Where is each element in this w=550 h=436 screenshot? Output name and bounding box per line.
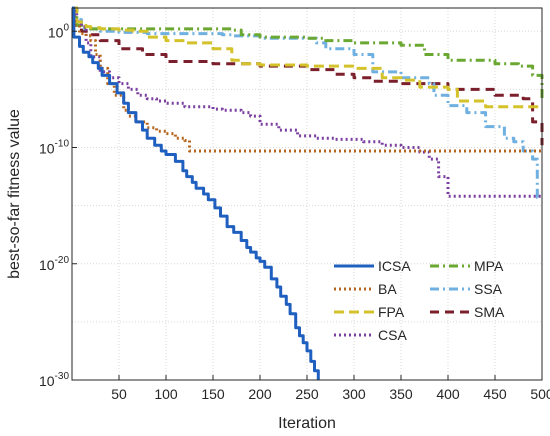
legend: ICSA BA FPA CSA MPA SSA SMA <box>334 258 505 343</box>
y-tick-label-2: 10-20 <box>39 255 69 273</box>
legend-label-ba: BA <box>378 281 397 297</box>
series-line-csa <box>72 6 542 198</box>
legend-label-sma: SMA <box>474 304 505 320</box>
x-tick-label-7: 400 <box>436 386 460 402</box>
x-tick-label-9: 500 <box>530 386 550 402</box>
series-line-icsa <box>72 6 320 380</box>
series-line-fpa <box>72 6 542 109</box>
x-tick-label-5: 300 <box>342 386 366 402</box>
legend-label-ssa: SSA <box>474 281 503 297</box>
x-axis-label: Iteration <box>278 415 336 432</box>
x-tick-label-4: 250 <box>295 386 319 402</box>
y-tick-label-1: 10-10 <box>39 139 69 157</box>
series-layer <box>72 6 544 380</box>
legend-label-csa: CSA <box>378 327 407 343</box>
y-tick-label-3: 10-30 <box>39 371 69 389</box>
grid <box>72 8 543 381</box>
ticks: 50 100 150 200 250 300 350 400 450 500 100 10-10 10-… <box>39 22 550 402</box>
y-axis-label: best-so-far fitness value <box>6 109 23 279</box>
x-tick-label-1: 100 <box>154 386 178 402</box>
legend-label-fpa: FPA <box>378 304 405 320</box>
legend-label-icsa: ICSA <box>378 258 411 274</box>
x-tick-label-3: 200 <box>248 386 272 402</box>
legend-label-mpa: MPA <box>474 258 504 274</box>
x-tick-label-8: 450 <box>483 386 507 402</box>
y-tick-label-0: 100 <box>48 22 70 40</box>
x-tick-label-2: 150 <box>201 386 225 402</box>
x-tick-label-0: 50 <box>111 386 127 402</box>
series-line-ssa <box>72 6 542 199</box>
x-tick-label-6: 350 <box>389 386 413 402</box>
series-line-ba <box>72 6 542 153</box>
